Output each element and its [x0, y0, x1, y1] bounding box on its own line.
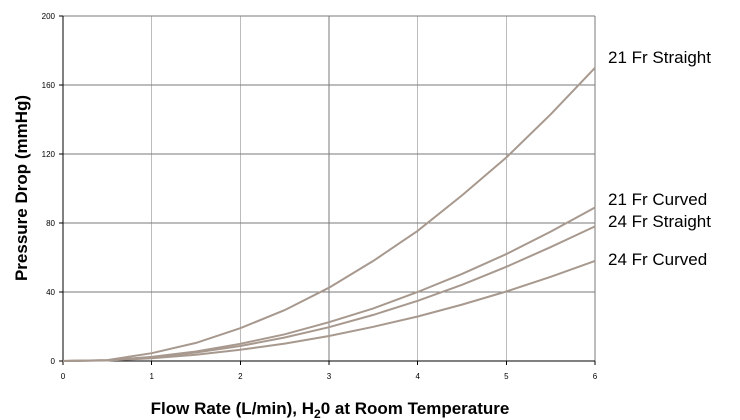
y-tick-label-4: 160	[42, 81, 56, 90]
x-tick-label-3: 3	[327, 372, 332, 381]
series-lines	[62, 67, 596, 362]
x-tick-label-4: 4	[415, 372, 420, 381]
series-label-24-fr-curved: 24 Fr Curved	[608, 250, 707, 269]
series-labels: 21 Fr Straight 21 Fr Curved 24 Fr Straight…	[608, 48, 711, 269]
y-tick-label-0: 0	[51, 357, 56, 366]
series-line-24-fr-curved	[62, 259, 596, 362]
y-tick-label-5: 200	[42, 12, 56, 21]
series-line-21-fr-straight	[62, 67, 596, 362]
y-tick-label-3: 120	[42, 150, 56, 159]
grid	[63, 15, 596, 361]
x-tick-label-5: 5	[504, 372, 509, 381]
series-label-21-fr-straight: 21 Fr Straight	[608, 48, 711, 67]
y-axis-title: Pressure Drop (mmHg)	[12, 95, 31, 281]
x-axis-title-main: Flow Rate (L/min), H	[151, 399, 314, 418]
y-tick-label-1: 40	[46, 288, 55, 297]
tick-labels: 0 40 80 120 160 200 0 1 2 3 4 5 6	[42, 12, 598, 381]
x-tick-label-0: 0	[61, 372, 66, 381]
x-axis-title-tail: 0 at Room Temperature	[321, 399, 510, 418]
x-tick-label-2: 2	[238, 372, 243, 381]
x-tick-label-6: 6	[593, 372, 598, 381]
series-label-24-fr-straight: 24 Fr Straight	[608, 212, 711, 231]
y-tick-label-2: 80	[46, 219, 55, 228]
x-tick-label-1: 1	[149, 372, 154, 381]
axes	[59, 15, 596, 365]
x-axis-title-subscript: 2	[314, 407, 321, 420]
series-label-21-fr-curved: 21 Fr Curved	[608, 190, 707, 209]
x-axis-title: Flow Rate (L/min), H20 at Room Temperatu…	[151, 399, 510, 420]
